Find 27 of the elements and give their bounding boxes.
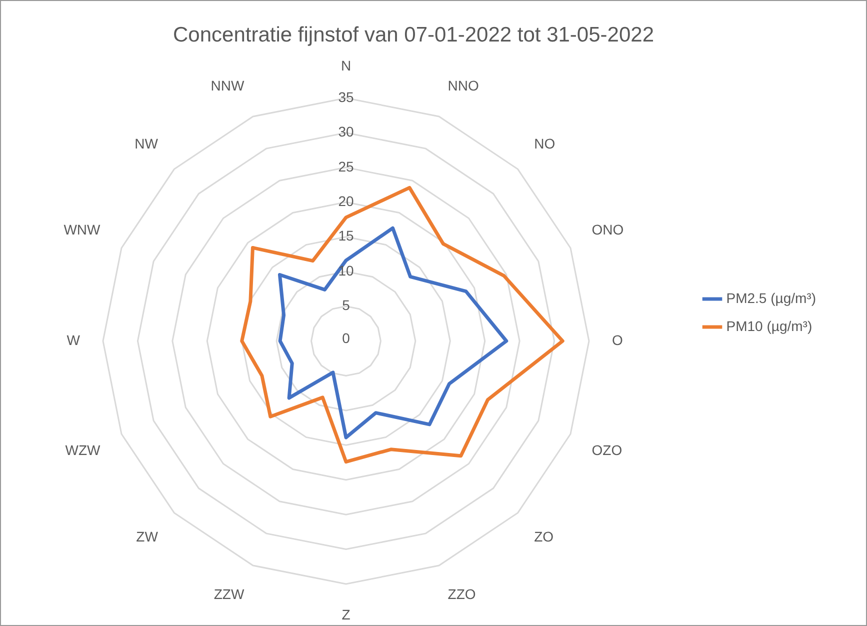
spoke-label: OZO xyxy=(592,442,622,458)
spoke-label: O xyxy=(612,332,623,348)
spoke-label: NW xyxy=(134,135,159,152)
spoke-label: NNW xyxy=(210,78,245,94)
chart-title: Concentratie fijnstof van 07-01-2022 tot 31-05-2022 xyxy=(173,23,654,46)
y-tick-label: 20 xyxy=(338,193,354,209)
y-tick-label: 25 xyxy=(338,158,354,174)
spoke-label: Z xyxy=(342,606,351,622)
y-tick-label: 5 xyxy=(342,297,350,314)
legend-label: PM2.5 (µg/m³) xyxy=(726,290,816,306)
spoke-label: N xyxy=(340,57,352,74)
spoke-label: ZO xyxy=(534,528,554,544)
spoke-label: ONO xyxy=(592,222,624,238)
y-tick-label: 0 xyxy=(342,330,350,346)
spoke-label: NO xyxy=(534,135,556,152)
y-tick-label: 35 xyxy=(338,88,354,105)
spoke-label: NNO xyxy=(448,78,480,94)
y-tick-label: 30 xyxy=(338,124,354,140)
spoke-label: WNW xyxy=(64,222,102,238)
spoke-label: ZW xyxy=(136,528,159,544)
spoke-label: ZZO xyxy=(448,586,476,602)
y-tick-label: 10 xyxy=(338,262,354,278)
spoke-label: ZZW xyxy=(214,586,245,602)
legend-label: PM10 (µg/m³) xyxy=(726,318,812,334)
y-tick-label: 15 xyxy=(338,228,354,244)
spoke-label: W xyxy=(66,332,81,348)
spoke-label: WZW xyxy=(65,442,102,458)
